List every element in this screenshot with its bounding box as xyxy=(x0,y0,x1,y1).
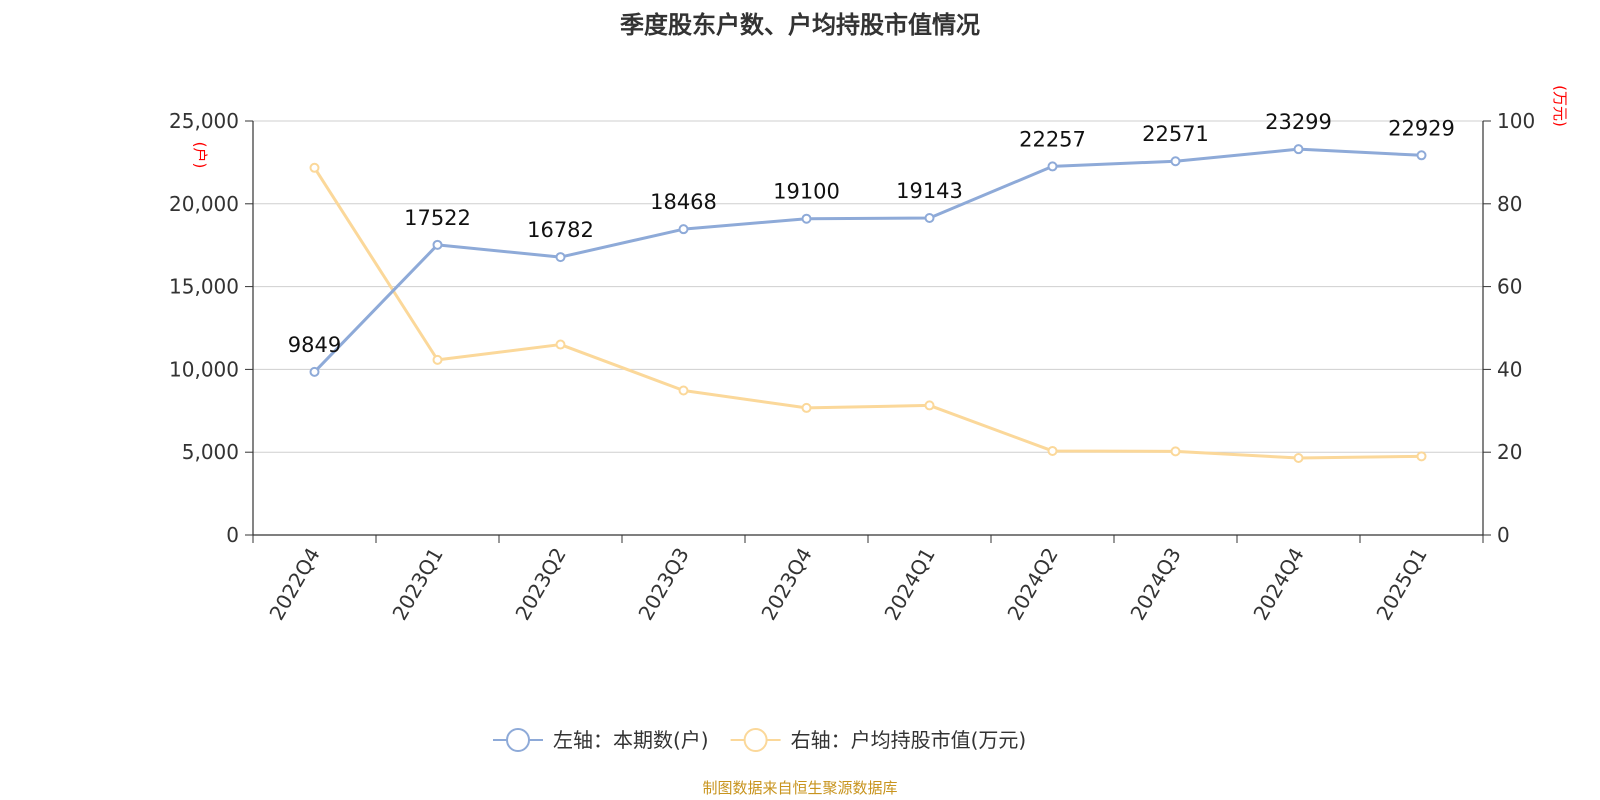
right-tick-label: 40 xyxy=(1497,357,1522,381)
legend-marker-icon xyxy=(506,728,530,752)
series-layer: 9849 17522 16782 18468 19100 19143 22257 22571 2… xyxy=(288,110,1455,463)
legend-label: 左轴：本期数(户) xyxy=(553,728,709,752)
data-point xyxy=(1047,161,1058,172)
left-axis-ticks: 0 5,000 10,000 15,000 20,000 25,000 xyxy=(169,109,253,547)
x-tick-label: 2024Q4 xyxy=(1248,544,1308,625)
series-line xyxy=(313,147,1422,373)
right-tick-label: 60 xyxy=(1497,275,1522,299)
data-point xyxy=(309,366,320,377)
data-label: 17522 xyxy=(404,206,471,230)
data-point xyxy=(801,402,812,413)
data-label: 16782 xyxy=(527,218,594,242)
data-point xyxy=(1293,144,1304,155)
x-tick-label: 2023Q2 xyxy=(510,544,570,625)
x-tick-label: 2024Q1 xyxy=(879,544,939,625)
x-axis-ticks: 2022Q4 2023Q1 2023Q2 2023Q3 2023Q4 2024Q1 2024… xyxy=(252,535,1484,625)
left-tick-label: 0 xyxy=(226,523,239,547)
data-point xyxy=(432,239,443,250)
source-note: 制图数据来自恒生聚源数据库 xyxy=(702,779,897,797)
data-point xyxy=(1170,156,1181,167)
data-label: 9849 xyxy=(288,333,341,357)
x-tick-label: 2022Q4 xyxy=(264,544,324,625)
data-point xyxy=(555,339,566,350)
left-tick-label: 25,000 xyxy=(169,109,239,133)
right-axis-ticks: 0 20 40 60 80 100 xyxy=(1483,109,1535,547)
grid-lines xyxy=(253,120,1483,453)
x-tick-label: 2023Q1 xyxy=(387,544,447,625)
right-axis-unit: (万元) xyxy=(1551,85,1569,127)
series-avg-holding xyxy=(309,162,1427,463)
right-tick-label: 0 xyxy=(1497,523,1510,547)
right-tick-label: 100 xyxy=(1497,109,1535,133)
data-label: 23299 xyxy=(1265,110,1332,134)
data-point xyxy=(555,252,566,263)
legend-marker-icon xyxy=(743,728,768,752)
data-point xyxy=(678,385,689,396)
data-label: 22571 xyxy=(1142,122,1209,146)
data-point xyxy=(1293,452,1304,463)
data-point xyxy=(1047,445,1058,456)
right-tick-label: 20 xyxy=(1497,440,1522,464)
data-label: 19143 xyxy=(896,179,963,203)
series-line xyxy=(313,166,1422,460)
left-tick-label: 5,000 xyxy=(182,440,239,464)
x-tick-label: 2024Q2 xyxy=(1002,544,1062,625)
data-point xyxy=(924,212,935,223)
legend-label: 右轴：户均持股市值(万元) xyxy=(791,728,1027,752)
data-label: 22929 xyxy=(1388,116,1455,140)
data-label: 19100 xyxy=(773,180,840,204)
data-point xyxy=(1416,451,1427,462)
data-label: 22257 xyxy=(1019,127,1086,151)
left-axis-unit: (户) xyxy=(191,142,209,169)
x-tick-label: 2024Q3 xyxy=(1125,544,1185,625)
axes xyxy=(252,121,1484,536)
legend-item[interactable]: 右轴：户均持股市值(万元) xyxy=(730,728,1027,752)
data-point xyxy=(432,354,443,365)
legend[interactable]: 左轴：本期数(户) 右轴：户均持股市值(万元) xyxy=(493,728,1026,752)
left-tick-label: 10,000 xyxy=(169,357,239,381)
data-point xyxy=(924,400,935,411)
left-tick-label: 15,000 xyxy=(169,275,239,299)
x-tick-label: 2023Q4 xyxy=(756,544,816,625)
legend-item[interactable]: 左轴：本期数(户) xyxy=(493,728,709,752)
chart-title: 季度股东户数、户均持股市值情况 xyxy=(620,11,980,39)
series-shareholders: 9849 17522 16782 18468 19100 19143 22257 22571 2… xyxy=(288,110,1455,377)
right-tick-label: 80 xyxy=(1497,192,1522,216)
x-tick-label: 2023Q3 xyxy=(633,544,693,625)
data-point xyxy=(1170,446,1181,457)
data-point xyxy=(309,162,320,173)
data-point xyxy=(678,224,689,235)
x-tick-label: 2025Q1 xyxy=(1371,544,1431,625)
data-point xyxy=(1416,150,1427,161)
data-label: 18468 xyxy=(650,190,717,214)
left-tick-label: 20,000 xyxy=(169,192,239,216)
data-point xyxy=(801,213,812,224)
